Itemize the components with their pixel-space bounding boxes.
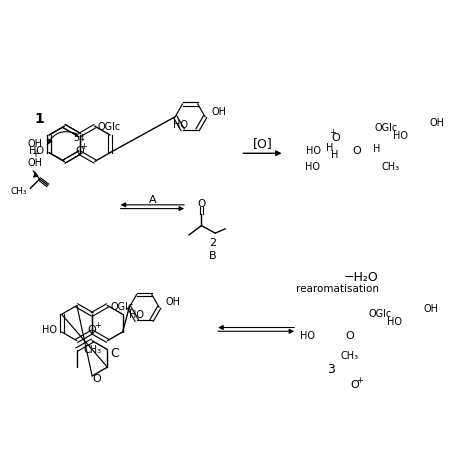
Text: +: + [94, 321, 100, 330]
Text: HO: HO [305, 162, 320, 172]
Text: 1: 1 [34, 112, 44, 126]
Text: O: O [332, 133, 340, 142]
Text: O: O [197, 199, 206, 209]
Text: −H₂O: −H₂O [344, 271, 379, 285]
Text: C: C [110, 347, 118, 360]
Text: +: + [356, 376, 363, 385]
Polygon shape [330, 142, 342, 158]
Text: O: O [88, 325, 97, 335]
Text: O: O [75, 146, 84, 156]
Text: H: H [373, 144, 380, 154]
Text: OH: OH [211, 107, 227, 117]
Text: CH₃: CH₃ [381, 162, 399, 172]
Text: H: H [331, 150, 338, 160]
Text: OH: OH [423, 304, 438, 314]
Text: HO: HO [300, 331, 315, 342]
Text: B: B [209, 251, 217, 261]
Text: 3: 3 [327, 362, 335, 376]
FancyArrowPatch shape [48, 132, 77, 144]
Text: 4: 4 [79, 133, 84, 142]
Text: +: + [80, 142, 87, 152]
Text: OGlc: OGlc [98, 123, 121, 133]
Text: CH₃: CH₃ [341, 352, 359, 361]
Text: +: + [31, 149, 39, 159]
Text: CH₃: CH₃ [10, 187, 27, 196]
Text: CH₃: CH₃ [83, 345, 101, 355]
Text: H: H [326, 143, 333, 153]
Text: +: + [329, 128, 336, 137]
Text: OH: OH [165, 297, 181, 307]
Text: OH: OH [429, 118, 445, 128]
Text: OGlc: OGlc [375, 123, 398, 133]
Text: [O]: [O] [253, 137, 273, 150]
Text: OH: OH [27, 158, 43, 168]
Text: O: O [352, 146, 361, 156]
FancyArrowPatch shape [34, 172, 38, 177]
Text: 5: 5 [73, 133, 79, 142]
Text: OGlc: OGlc [110, 303, 134, 313]
Text: HO: HO [387, 317, 402, 327]
Text: O: O [351, 380, 359, 390]
Text: rearomatisation: rearomatisation [296, 284, 379, 294]
Text: HO: HO [393, 131, 408, 141]
Text: HO: HO [29, 146, 44, 156]
Text: O: O [346, 331, 355, 342]
Text: A: A [148, 195, 156, 205]
Text: HO: HO [173, 120, 188, 130]
Text: O: O [93, 374, 101, 384]
Text: HO: HO [306, 146, 321, 156]
Text: HO: HO [129, 310, 144, 320]
Text: OGlc: OGlc [368, 309, 392, 319]
Text: OH: OH [27, 140, 43, 150]
Text: HO: HO [42, 325, 56, 335]
Text: 2: 2 [209, 238, 216, 248]
